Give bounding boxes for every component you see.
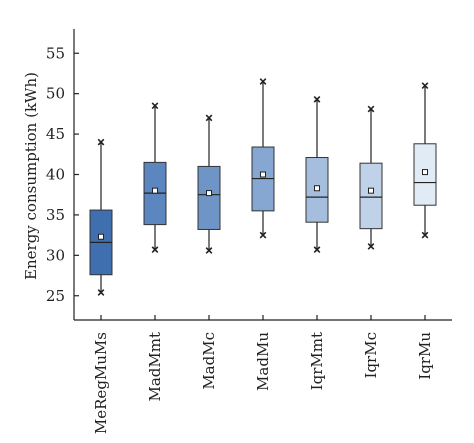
x-tick-label: IqrMu [416, 332, 434, 380]
mean-marker [368, 187, 374, 194]
mean-marker [314, 185, 320, 192]
max-marker [313, 95, 321, 103]
y-tick-label: 50 [46, 85, 65, 103]
min-marker [367, 243, 375, 250]
y-axis: 25 30 35 40 45 50 55 [46, 29, 79, 320]
box-IqrMmt [305, 95, 329, 254]
y-tick-label: 40 [46, 166, 65, 184]
iqr-box [359, 162, 383, 230]
x-axis: MeRegMuMs MadMmt MadMc MadMu IqrMmt IqrMc IqrM… [74, 315, 452, 434]
mean-marker [152, 187, 158, 194]
y-tick-label: 30 [46, 246, 65, 264]
x-tick-label: MadMu [254, 332, 272, 391]
x-tick-label: MadMmt [146, 332, 164, 402]
min-marker [421, 231, 429, 239]
y-tick-label: 55 [46, 44, 65, 62]
box-MeRegMuMs [89, 138, 113, 296]
min-marker [259, 231, 267, 239]
box-series [89, 78, 437, 296]
mean-marker [98, 233, 104, 240]
y-tick-label: 35 [46, 206, 65, 224]
box-IqrMu [413, 82, 437, 239]
max-marker [421, 82, 429, 89]
x-tick-label: MadMc [200, 332, 218, 390]
mean-marker [422, 169, 428, 176]
iqr-box [197, 165, 221, 230]
y-tick-label: 25 [46, 287, 65, 305]
max-marker [151, 102, 159, 110]
max-marker [259, 78, 267, 85]
max-marker [367, 105, 375, 113]
box-MadMmt [143, 102, 167, 254]
box-MadMc [197, 114, 221, 254]
y-tick-label: 45 [46, 125, 65, 143]
min-marker [313, 246, 321, 254]
min-marker [205, 247, 213, 254]
x-tick-label: IqrMc [362, 332, 380, 378]
y-axis-label: Energy consumption (kWh) [22, 72, 40, 280]
box-IqrMc [359, 105, 383, 250]
max-marker [97, 138, 105, 146]
mean-marker [260, 171, 266, 178]
min-marker [151, 246, 159, 254]
max-marker [205, 114, 213, 122]
x-tick-label: MeRegMuMs [92, 332, 110, 434]
mean-marker [206, 190, 212, 197]
box-MadMu [251, 78, 275, 239]
x-tick-label: IqrMmt [308, 332, 326, 390]
min-marker [97, 289, 105, 296]
